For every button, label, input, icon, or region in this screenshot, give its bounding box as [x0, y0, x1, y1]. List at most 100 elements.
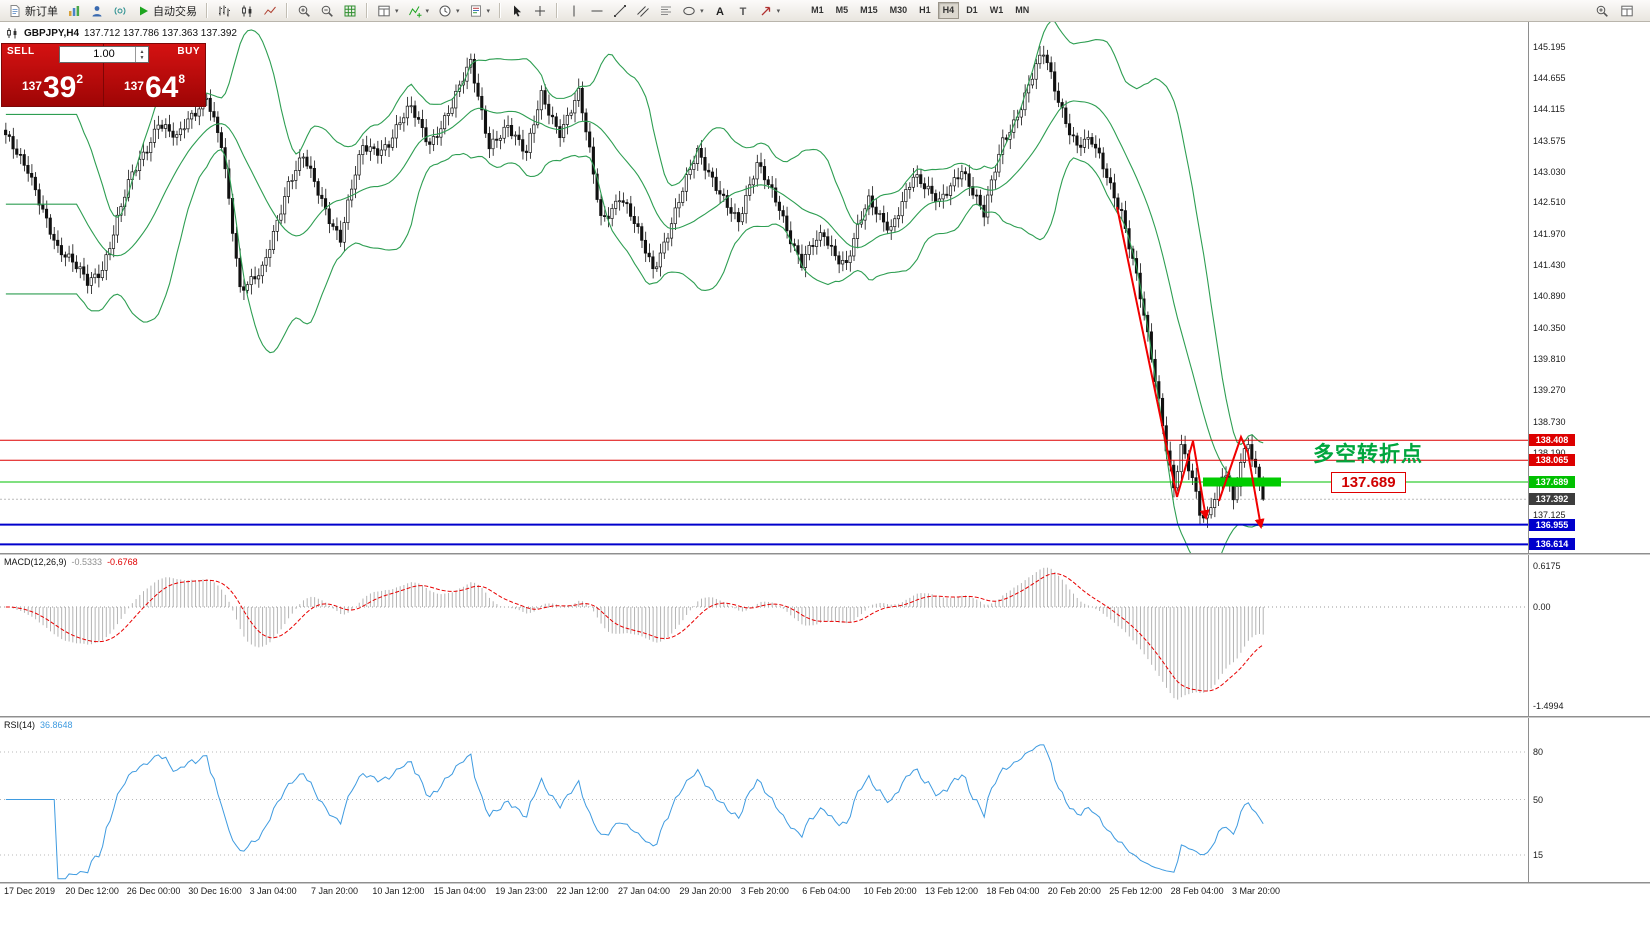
- toolbar-separator: [366, 3, 368, 18]
- crosshair-icon[interactable]: [529, 1, 551, 21]
- time-axis-label: 17 Dec 2019: [4, 886, 56, 896]
- trendline-icon[interactable]: [609, 1, 631, 21]
- toolbar-separator: [286, 3, 288, 18]
- arrows-icon[interactable]: ▾: [755, 1, 785, 21]
- time-axis-label: 10 Jan 12:00: [372, 886, 425, 896]
- timeframe-h1[interactable]: H1: [919, 5, 931, 15]
- time-axis-label: 18 Feb 04:00: [986, 886, 1040, 896]
- rsi-value: 36.8648: [40, 720, 73, 730]
- bar-chart-icon[interactable]: [213, 1, 235, 21]
- macd-panel[interactable]: [0, 567, 1528, 700]
- volume-up-icon[interactable]: ▲: [139, 48, 145, 55]
- price-axis-tick: 140.890: [1533, 291, 1566, 302]
- volume-down-icon[interactable]: ▼: [139, 54, 145, 61]
- panel-separator[interactable]: [0, 716, 1650, 718]
- tile-windows-icon[interactable]: ▾: [373, 1, 403, 21]
- zoom-in-icon[interactable]: [293, 1, 315, 21]
- main-toolbar: 新订单 自动交易 ▾ ▾ ▾ ▾ ▾ A T ▾ M1 M5 M15 M30 H1 H4 D1 W1 MN: [0, 0, 1650, 22]
- line-chart-icon[interactable]: [259, 1, 281, 21]
- one-click-trade-panel: SELL 137392 BUY 137648 1.00 ▲ ▼: [2, 44, 205, 106]
- sell-label: SELL: [7, 46, 35, 57]
- symbol-title: GBPJPY,H4: [24, 27, 80, 39]
- shapes-icon[interactable]: ▾: [678, 1, 708, 21]
- time-axis-label: 19 Jan 23:00: [495, 886, 548, 896]
- time-axis-label: 3 Jan 04:00: [249, 886, 297, 896]
- text-label-icon[interactable]: T: [732, 1, 754, 21]
- price-axis-label: 137.689: [1529, 475, 1575, 488]
- zoom-out-icon[interactable]: [316, 1, 338, 21]
- time-axis-label: 30 Dec 16:00: [188, 886, 242, 896]
- templates-icon[interactable]: ▾: [465, 1, 495, 21]
- price-axis-tick: 137.125: [1533, 509, 1566, 520]
- chevron-down-icon: ▾: [456, 7, 460, 15]
- chart-icon: [5, 26, 19, 40]
- sell-price: 137392: [21, 71, 84, 104]
- profiles-icon[interactable]: [86, 1, 108, 21]
- text-icon[interactable]: A: [709, 1, 731, 21]
- cursor-icon[interactable]: [506, 1, 528, 21]
- data-window-icon[interactable]: [1616, 1, 1638, 21]
- equidistant-channel-icon[interactable]: [632, 1, 654, 21]
- price-axis-label: 138.065: [1529, 454, 1575, 467]
- candlestick-chart-icon[interactable]: [236, 1, 258, 21]
- time-axis-label: 3 Mar 20:00: [1232, 886, 1281, 896]
- volume-input[interactable]: 1.00 ▲ ▼: [59, 46, 149, 63]
- toolbar-separator: [206, 3, 208, 18]
- indicators-icon[interactable]: ▾: [404, 1, 434, 21]
- price-axis-tick: 143.030: [1533, 167, 1566, 178]
- macd-indicator-label: MACD(12,26,9) -0.5333 -0.6768: [4, 557, 138, 567]
- toolbar-separator: [556, 3, 559, 18]
- timeframe-m1[interactable]: M1: [811, 5, 824, 15]
- panel-separator[interactable]: [0, 882, 1650, 884]
- new-order-button[interactable]: 新订单: [4, 1, 62, 21]
- time-axis-label: 10 Feb 20:00: [863, 886, 917, 896]
- auto-trading-button-label: 自动交易: [153, 5, 197, 18]
- chevron-down-icon: ▾: [395, 7, 399, 15]
- chevron-down-icon: ▾: [486, 7, 491, 15]
- time-axis-label: 20 Dec 12:00: [65, 886, 119, 896]
- timeframe-m30[interactable]: M30: [889, 5, 908, 15]
- ohlc-values: 137.712 137.786 137.363 137.392: [84, 27, 237, 39]
- price-axis-tick: 141.430: [1533, 260, 1566, 271]
- timeframe-m15[interactable]: M15: [860, 5, 878, 15]
- auto-trading-button[interactable]: 自动交易: [132, 1, 201, 21]
- volume-stepper[interactable]: ▲ ▼: [135, 47, 148, 62]
- market-watch-icon[interactable]: [109, 1, 131, 21]
- time-axis-label: 3 Feb 20:00: [740, 886, 789, 896]
- time-axis-label: 13 Feb 12:00: [925, 886, 979, 896]
- timeframe-h4[interactable]: H4: [937, 2, 960, 19]
- svg-text:T: T: [739, 6, 746, 18]
- time-axis-label: 26 Dec 00:00: [126, 886, 181, 896]
- macd-axis-tick: 0.00: [1533, 602, 1551, 612]
- price-axis-tick: 138.190: [1533, 447, 1566, 458]
- grid-icon[interactable]: [339, 1, 361, 21]
- time-axis-label: 28 Feb 04:00: [1170, 886, 1224, 896]
- panel-separator[interactable]: [0, 553, 1650, 555]
- rsi-axis-tick: 15: [1533, 850, 1544, 861]
- rsi-title: RSI(14): [4, 720, 36, 730]
- time-axis-label: 29 Jan 20:00: [679, 886, 732, 896]
- vertical-line-icon[interactable]: [563, 1, 585, 21]
- turning-point-annotation[interactable]: 多空转折点: [1313, 443, 1423, 466]
- main-price-panel[interactable]: [0, 21, 1528, 576]
- price-tag-annotation[interactable]: 137.689: [1331, 472, 1406, 493]
- charts-icon[interactable]: [63, 1, 85, 21]
- time-axis-label: 7 Jan 20:00: [311, 886, 359, 896]
- toolbar-buttons: 新订单 自动交易 ▾ ▾ ▾ ▾ ▾ A T ▾: [4, 1, 784, 21]
- periods-icon[interactable]: ▾: [434, 1, 464, 21]
- fibonacci-icon[interactable]: [655, 1, 677, 21]
- macd-signal-value: -0.6768: [107, 557, 138, 567]
- search-icon[interactable]: [1591, 1, 1613, 21]
- price-axis-label: 138.408: [1529, 434, 1575, 447]
- price-axis-label: 136.614: [1529, 538, 1575, 551]
- timeframe-w1[interactable]: W1: [989, 5, 1004, 15]
- time-axis-label: 6 Feb 04:00: [802, 886, 851, 896]
- timeframe-mn[interactable]: MN: [1015, 5, 1030, 15]
- horizontal-line-icon[interactable]: [586, 1, 608, 21]
- macd-axis-tick: -1.4994: [1533, 700, 1564, 711]
- rsi-panel[interactable]: [0, 744, 1528, 880]
- timeframe-d1[interactable]: D1: [966, 5, 978, 15]
- timeframe-m5[interactable]: M5: [835, 5, 849, 15]
- price-axis-label: 137.392: [1529, 493, 1575, 506]
